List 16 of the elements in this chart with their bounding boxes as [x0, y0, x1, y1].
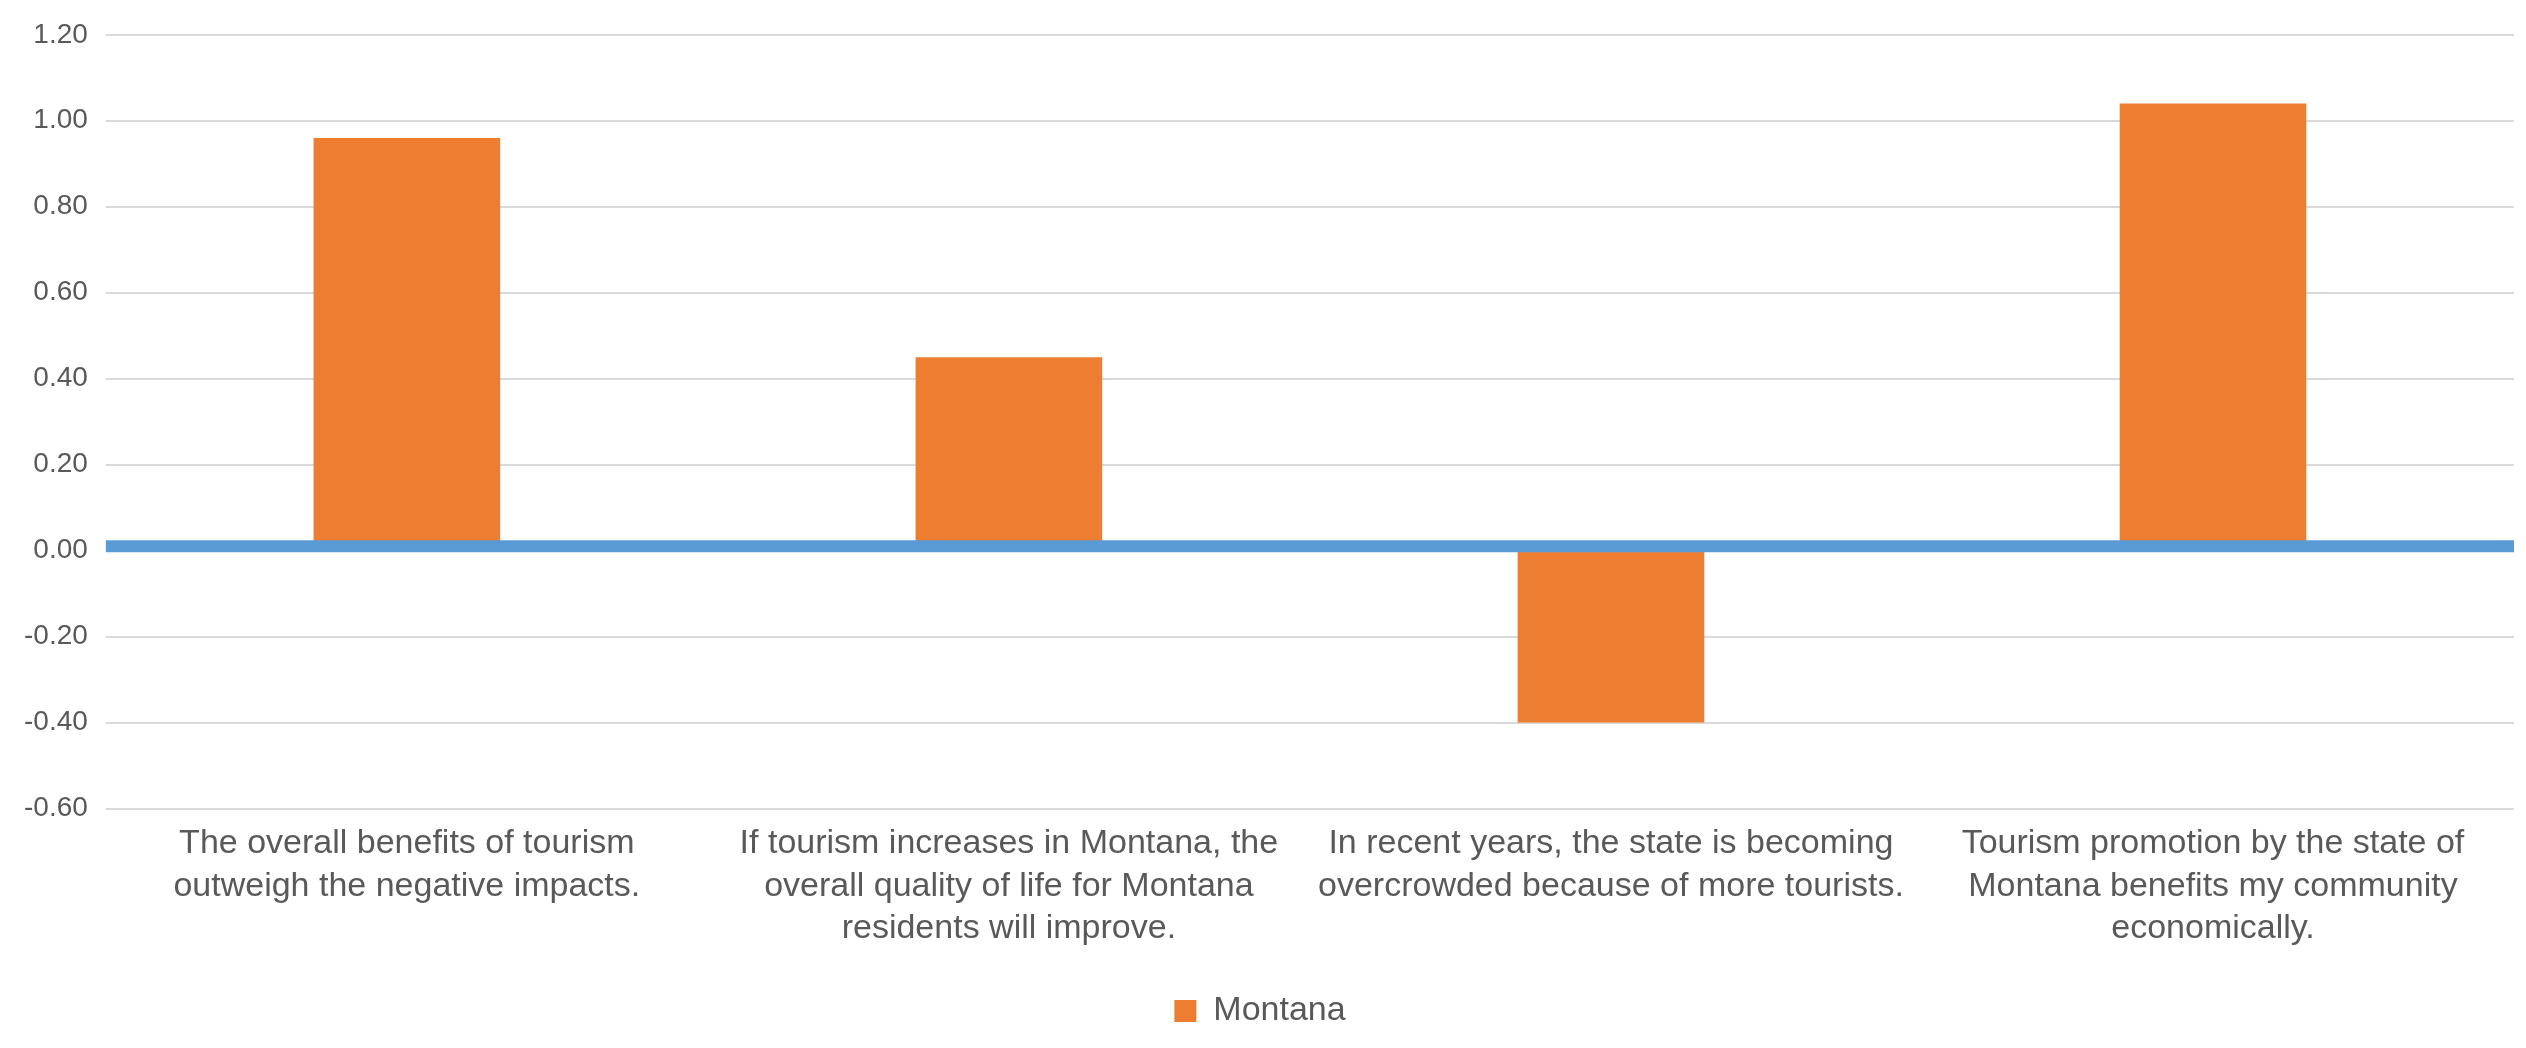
y-tick-label: 0.80 [33, 189, 88, 221]
bar [1517, 551, 1705, 723]
x-tick-label: The overall benefits of tourism outweigh the negative impacts. [173, 822, 641, 903]
y-tick-label: 0.00 [33, 533, 88, 565]
y-tick-label: -0.40 [23, 705, 88, 737]
y-tick-label: -0.20 [23, 619, 88, 651]
y-tick-label: 1.20 [33, 17, 88, 49]
x-tick-label: If tourism increases in Montana, the overall quality of life for Montana residents will improve. [739, 822, 1279, 946]
y-tick-label: 0.60 [33, 275, 88, 307]
y-tick-label: -0.60 [23, 791, 88, 823]
x-tick-label: In recent years, the state is becoming overcrowded because of more tourists. [1318, 822, 1904, 903]
y-tick-label: 0.40 [33, 361, 88, 393]
y-tick-label: 1.00 [33, 103, 88, 135]
legend-label: Montana [1213, 989, 1346, 1028]
y-tick-label: 0.20 [33, 447, 88, 479]
x-tick-label: Tourism promotion by the state of Montana benefits my community economically. [1961, 822, 2465, 946]
